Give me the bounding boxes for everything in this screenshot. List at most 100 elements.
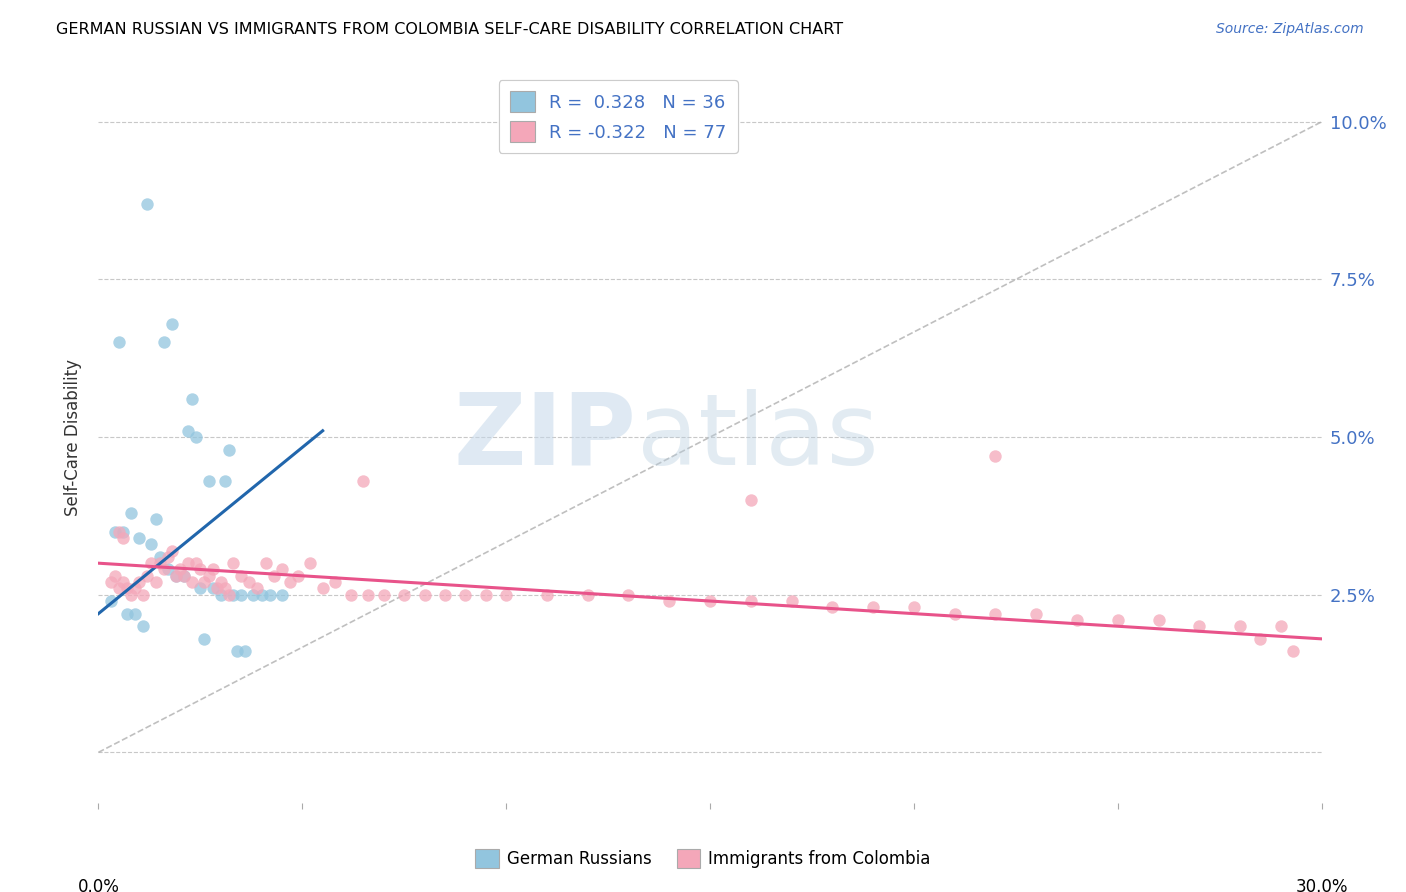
Point xyxy=(226,644,249,658)
Legend: R =  0.328   N = 36, R = -0.322   N = 77: R = 0.328 N = 36, R = -0.322 N = 77 xyxy=(499,80,738,153)
Point xyxy=(1025,607,1047,621)
Point xyxy=(352,474,374,488)
Point xyxy=(218,442,240,457)
Point xyxy=(152,562,174,576)
Point xyxy=(149,549,172,564)
Point xyxy=(197,569,219,583)
Point xyxy=(1249,632,1271,646)
Point xyxy=(141,556,163,570)
Point xyxy=(231,588,253,602)
Point xyxy=(231,569,253,583)
Point xyxy=(136,569,159,583)
Point xyxy=(536,588,558,602)
Point xyxy=(740,493,762,508)
Point xyxy=(434,588,457,602)
Point xyxy=(1066,613,1088,627)
Point xyxy=(287,569,309,583)
Point xyxy=(1229,619,1251,633)
Point xyxy=(222,588,245,602)
Point xyxy=(214,582,236,596)
Text: ZIP: ZIP xyxy=(454,389,637,485)
Point xyxy=(222,556,245,570)
Point xyxy=(740,594,762,608)
Point xyxy=(128,575,150,590)
Point xyxy=(209,575,232,590)
Point xyxy=(181,575,204,590)
Point xyxy=(617,588,640,602)
Point xyxy=(658,594,681,608)
Point xyxy=(111,575,134,590)
Point xyxy=(197,474,219,488)
Point xyxy=(205,582,228,596)
Point xyxy=(392,588,416,602)
Point xyxy=(270,588,294,602)
Point xyxy=(780,594,803,608)
Point xyxy=(186,556,208,570)
Point xyxy=(312,582,335,596)
Point xyxy=(100,594,122,608)
Point xyxy=(156,562,179,576)
Point xyxy=(160,543,183,558)
Point xyxy=(136,196,159,211)
Point xyxy=(108,582,131,596)
Point xyxy=(177,556,200,570)
Point xyxy=(165,569,187,583)
Point xyxy=(259,588,281,602)
Point xyxy=(186,430,208,444)
Point xyxy=(120,506,142,520)
Point xyxy=(821,600,844,615)
Point xyxy=(263,569,285,583)
Point xyxy=(576,588,599,602)
Point xyxy=(188,562,212,576)
Legend: German Russians, Immigrants from Colombia: German Russians, Immigrants from Colombi… xyxy=(468,842,938,875)
Point xyxy=(111,531,134,545)
Text: 30.0%: 30.0% xyxy=(1295,879,1348,892)
Point xyxy=(278,575,301,590)
Point xyxy=(108,524,131,539)
Point xyxy=(188,582,212,596)
Point xyxy=(1147,613,1170,627)
Point xyxy=(943,607,966,621)
Point xyxy=(1188,619,1211,633)
Point xyxy=(132,588,155,602)
Text: Source: ZipAtlas.com: Source: ZipAtlas.com xyxy=(1216,22,1364,37)
Point xyxy=(156,549,179,564)
Point xyxy=(862,600,884,615)
Text: atlas: atlas xyxy=(637,389,879,485)
Point xyxy=(323,575,346,590)
Text: 0.0%: 0.0% xyxy=(77,879,120,892)
Point xyxy=(145,512,167,526)
Point xyxy=(160,317,183,331)
Point xyxy=(1270,619,1292,633)
Y-axis label: Self-Care Disability: Self-Care Disability xyxy=(65,359,83,516)
Point xyxy=(104,524,127,539)
Point xyxy=(152,335,174,350)
Point xyxy=(299,556,322,570)
Point xyxy=(238,575,260,590)
Point xyxy=(128,531,150,545)
Point xyxy=(132,619,155,633)
Point xyxy=(141,537,163,551)
Point xyxy=(201,562,224,576)
Point xyxy=(340,588,363,602)
Point xyxy=(474,588,498,602)
Text: GERMAN RUSSIAN VS IMMIGRANTS FROM COLOMBIA SELF-CARE DISABILITY CORRELATION CHAR: GERMAN RUSSIAN VS IMMIGRANTS FROM COLOMB… xyxy=(56,22,844,37)
Point xyxy=(111,524,134,539)
Point xyxy=(100,575,122,590)
Point xyxy=(495,588,517,602)
Point xyxy=(120,588,142,602)
Point xyxy=(145,575,167,590)
Point xyxy=(124,607,146,621)
Point xyxy=(356,588,378,602)
Point xyxy=(177,424,200,438)
Point xyxy=(165,569,187,583)
Point xyxy=(218,588,240,602)
Point xyxy=(903,600,925,615)
Point xyxy=(373,588,395,602)
Point xyxy=(246,582,269,596)
Point xyxy=(209,588,232,602)
Point xyxy=(984,449,1007,463)
Point xyxy=(454,588,477,602)
Point xyxy=(115,582,138,596)
Point xyxy=(193,575,215,590)
